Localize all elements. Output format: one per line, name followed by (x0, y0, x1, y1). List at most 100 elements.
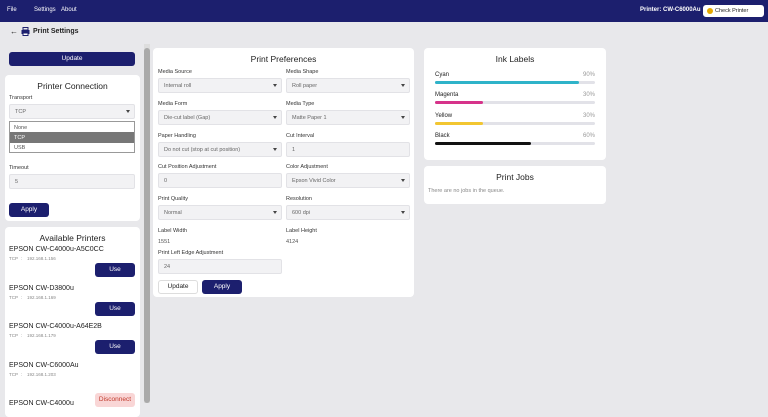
select-field[interactable]: Die-cut label (Gap) (158, 110, 282, 125)
select-field[interactable]: Roll paper (286, 78, 410, 93)
ink-percent: 30% (582, 92, 595, 99)
ink-card: Ink Labels Cyan 90% Magenta 30% Yellow 30% Bla… (424, 48, 606, 160)
field-value: 1551 (158, 239, 171, 245)
menu-item[interactable]: About (61, 7, 77, 13)
disconnect-button[interactable]: Disconnect (95, 392, 135, 407)
printer-address: 192.168.1.203 (27, 371, 56, 377)
button-text: Check Printer (715, 8, 749, 14)
printer-protocol: TCP (9, 371, 18, 377)
use-button[interactable]: Use (95, 263, 135, 277)
card-title: Print Jobs (496, 172, 534, 182)
field-label: Color Adjustment (286, 164, 328, 170)
ink-track (435, 141, 595, 145)
separator: : (21, 294, 23, 300)
field-label: Media Shape (286, 69, 319, 75)
printer-status: Printer: CW-C6000Au (640, 7, 701, 13)
field-label: Label Height (286, 228, 317, 234)
printer-protocol: TCP (9, 256, 18, 261)
ink-track (435, 101, 595, 105)
scrollbar[interactable] (144, 44, 150, 403)
field-value: Internal roll (164, 83, 192, 89)
option-text: USB (14, 145, 26, 152)
transport-select[interactable]: TCP (9, 104, 135, 119)
field-value: Epson Vivid Color (292, 178, 336, 184)
use-button[interactable]: Use (95, 301, 135, 316)
dropdown-list: None TCP USB (9, 121, 135, 153)
connection-card: Printer Connection Transport TCP None TCP… (5, 75, 140, 221)
printer-name: EPSON CW-C4000u (9, 400, 74, 407)
button-text: Use (109, 266, 121, 273)
field-value: Roll paper (292, 83, 318, 89)
field-value: Normal (164, 210, 182, 216)
ink-percent: 90% (582, 72, 595, 78)
button-text: Update (167, 283, 189, 290)
printer-address: 192.168.1.179 (27, 333, 56, 338)
menu-item[interactable]: File (7, 7, 17, 13)
apply-button[interactable]: Apply (202, 280, 242, 294)
printer-name: EPSON CW-C4000u-A64E2B (9, 323, 102, 330)
input-field[interactable]: 0 (158, 173, 282, 188)
ink-bar (435, 121, 483, 125)
select-field[interactable]: Internal roll (158, 78, 282, 93)
field-label: Cut Interval (286, 133, 315, 139)
button-text: Apply (20, 206, 38, 213)
printer-protocol: TCP (9, 333, 18, 338)
separator: : (21, 371, 23, 377)
input-field[interactable]: 1 (286, 142, 410, 157)
scroll-thumb[interactable] (144, 48, 150, 403)
printers-card: Available Printers EPSON CW-C4000u-A5C0C… (5, 227, 140, 417)
field-label: Label Width (158, 228, 188, 234)
apply-button[interactable]: Apply (9, 203, 49, 217)
select-field[interactable]: Do not cut (stop at cut position) (158, 142, 282, 157)
ink-track (435, 81, 595, 84)
card-title: Available Printers (39, 233, 106, 243)
ink-percent: 60% (582, 132, 595, 139)
ink-bar (435, 101, 483, 105)
option-text: TCP (14, 134, 25, 141)
field-value: 600 dpi (292, 210, 311, 216)
button-text: Disconnect (98, 395, 132, 403)
field-label: Media Form (158, 101, 188, 107)
card-title: Printer Connection (37, 81, 108, 91)
field-value: 1 (292, 147, 296, 153)
field-label: Timeout (9, 165, 29, 171)
field-label: Media Source (158, 69, 192, 75)
field-value: Matte Paper 1 (292, 115, 327, 121)
button-text: Use (109, 343, 121, 350)
card-title: Ink Labels (495, 54, 535, 64)
dropdown-option[interactable]: None (10, 122, 134, 132)
card-title: Print Preferences (250, 54, 317, 64)
ink-name: Magenta (435, 92, 459, 99)
menu-item[interactable]: Settings (34, 7, 56, 13)
page-title: Print Settings (33, 28, 79, 35)
option-text: None (14, 124, 28, 131)
use-button[interactable]: Use (95, 340, 135, 354)
timeout-input[interactable]: 5 (9, 174, 135, 189)
ink-percent: 30% (582, 112, 595, 119)
field-label: Transport (9, 95, 33, 101)
check-printer-button[interactable]: Check Printer (703, 5, 764, 17)
input-field[interactable]: 24 (158, 259, 282, 274)
button-text: Update (61, 55, 83, 62)
update-button[interactable]: Update (9, 52, 135, 66)
select-field[interactable]: Normal (158, 205, 282, 220)
update-button[interactable]: Update (158, 280, 198, 294)
printer-icon (21, 27, 30, 36)
ink-bar (435, 141, 531, 145)
select-field[interactable]: 600 dpi (286, 205, 410, 220)
separator: : (21, 333, 23, 338)
field-value: 4124 (286, 239, 299, 245)
printer-address: 192.168.1.169 (27, 294, 56, 300)
dropdown-option[interactable]: USB (10, 143, 134, 153)
field-label: Print Quality (158, 196, 188, 202)
preferences-card: Print Preferences Update Apply Media Sou… (153, 48, 414, 297)
field-value: 0 (164, 178, 168, 184)
select-field[interactable]: Matte Paper 1 (286, 110, 410, 125)
ink-name: Cyan (435, 72, 450, 78)
select-field[interactable]: Epson Vivid Color (286, 173, 410, 188)
input-value: 5 (15, 179, 19, 185)
dropdown-option[interactable]: TCP (10, 132, 134, 143)
button-text: Apply (213, 283, 231, 290)
back-arrow[interactable]: ← (10, 27, 18, 36)
